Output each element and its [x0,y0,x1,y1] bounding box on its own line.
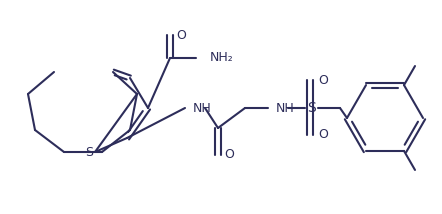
Text: NH: NH [276,101,295,114]
Text: O: O [224,149,234,162]
Text: NH: NH [193,101,212,114]
Text: O: O [176,28,186,42]
Text: O: O [318,73,328,86]
Text: NH₂: NH₂ [210,51,234,64]
Text: S: S [307,101,316,115]
Text: O: O [318,128,328,141]
Text: S: S [85,147,93,159]
